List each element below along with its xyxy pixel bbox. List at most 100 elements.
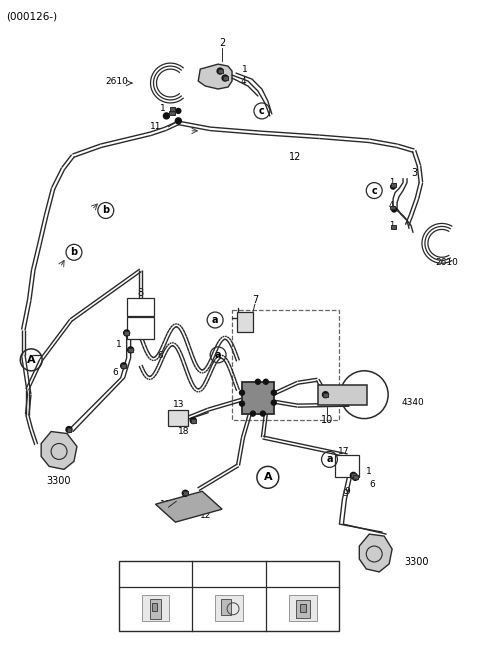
Polygon shape — [360, 534, 392, 572]
Text: 4: 4 — [388, 201, 394, 210]
Text: 17: 17 — [337, 447, 349, 456]
Text: b: b — [71, 247, 78, 257]
Text: c: c — [372, 185, 377, 196]
Bar — [353, 475, 358, 479]
Bar — [121, 364, 126, 368]
Text: 4340: 4340 — [401, 398, 424, 407]
Bar — [152, 603, 157, 610]
Bar — [124, 331, 129, 335]
Text: 8: 8 — [137, 288, 144, 298]
Text: a: a — [212, 315, 218, 325]
Circle shape — [264, 379, 268, 384]
Text: 6: 6 — [369, 480, 375, 489]
Bar — [191, 419, 196, 422]
Circle shape — [182, 490, 188, 496]
Text: 1: 1 — [116, 340, 121, 349]
Bar — [221, 599, 231, 615]
Bar — [242, 382, 274, 413]
Text: 1: 1 — [159, 105, 165, 114]
Bar — [391, 225, 396, 229]
Circle shape — [120, 363, 127, 369]
Text: b: b — [201, 569, 207, 578]
Text: 18: 18 — [178, 427, 189, 436]
Bar — [183, 491, 188, 495]
Circle shape — [240, 390, 244, 395]
Text: a: a — [215, 350, 221, 360]
Polygon shape — [156, 491, 222, 522]
Bar — [288, 595, 316, 621]
Text: 1: 1 — [242, 65, 248, 74]
Text: 2610: 2610 — [435, 258, 458, 267]
Circle shape — [124, 330, 130, 336]
Circle shape — [271, 400, 276, 405]
Text: 12: 12 — [200, 511, 211, 519]
Text: 7: 7 — [252, 295, 258, 305]
Bar — [300, 604, 306, 612]
Text: 6: 6 — [157, 351, 163, 360]
Circle shape — [240, 401, 244, 406]
Circle shape — [255, 379, 260, 384]
Bar — [127, 298, 155, 316]
Circle shape — [251, 411, 255, 416]
Text: a: a — [128, 569, 134, 578]
Circle shape — [352, 474, 358, 481]
Text: 2: 2 — [219, 38, 225, 48]
Text: 17: 17 — [141, 320, 152, 329]
Text: A: A — [264, 472, 272, 483]
Bar — [142, 595, 169, 621]
Circle shape — [392, 207, 396, 212]
Text: 3300: 3300 — [404, 557, 429, 567]
Text: (000126-): (000126-) — [6, 12, 58, 21]
Circle shape — [217, 68, 223, 74]
Text: b: b — [102, 205, 109, 216]
Text: 15: 15 — [215, 569, 229, 579]
Circle shape — [176, 109, 181, 114]
Circle shape — [128, 347, 133, 353]
Bar — [390, 205, 395, 209]
Polygon shape — [198, 64, 232, 89]
Circle shape — [164, 113, 169, 119]
Text: 9: 9 — [345, 487, 350, 495]
Bar — [217, 69, 223, 73]
Bar — [170, 107, 175, 111]
Bar — [323, 393, 328, 397]
Text: 10: 10 — [322, 415, 334, 424]
Bar — [169, 111, 175, 115]
Bar — [127, 317, 155, 339]
Text: c: c — [275, 569, 280, 578]
Circle shape — [260, 411, 265, 416]
Bar — [318, 385, 367, 404]
Bar — [119, 561, 339, 630]
Bar — [215, 595, 243, 621]
Text: 11: 11 — [160, 500, 171, 508]
Text: 3: 3 — [411, 168, 417, 178]
Bar — [351, 474, 356, 477]
Bar — [223, 76, 228, 80]
Bar — [128, 348, 133, 352]
Circle shape — [190, 417, 196, 424]
Text: 16: 16 — [288, 569, 303, 579]
Text: 2610: 2610 — [106, 76, 129, 85]
Text: 5: 5 — [254, 393, 262, 402]
Polygon shape — [41, 432, 77, 470]
Text: 12: 12 — [288, 152, 301, 162]
Text: A: A — [27, 355, 36, 365]
Text: 9: 9 — [343, 489, 348, 498]
Bar — [237, 312, 253, 332]
Text: 11: 11 — [150, 122, 161, 131]
Bar — [67, 428, 72, 432]
Circle shape — [175, 118, 181, 124]
Text: 13: 13 — [173, 400, 184, 409]
Text: 4: 4 — [240, 76, 246, 85]
Text: 6: 6 — [113, 368, 119, 377]
Circle shape — [323, 391, 328, 398]
Text: a: a — [326, 454, 333, 464]
Bar — [336, 455, 360, 477]
Circle shape — [391, 184, 396, 189]
Text: 1: 1 — [389, 178, 395, 187]
Circle shape — [66, 426, 72, 433]
Text: c: c — [259, 106, 265, 116]
Text: 14: 14 — [142, 569, 156, 579]
Bar — [168, 410, 188, 426]
Bar — [296, 599, 310, 618]
